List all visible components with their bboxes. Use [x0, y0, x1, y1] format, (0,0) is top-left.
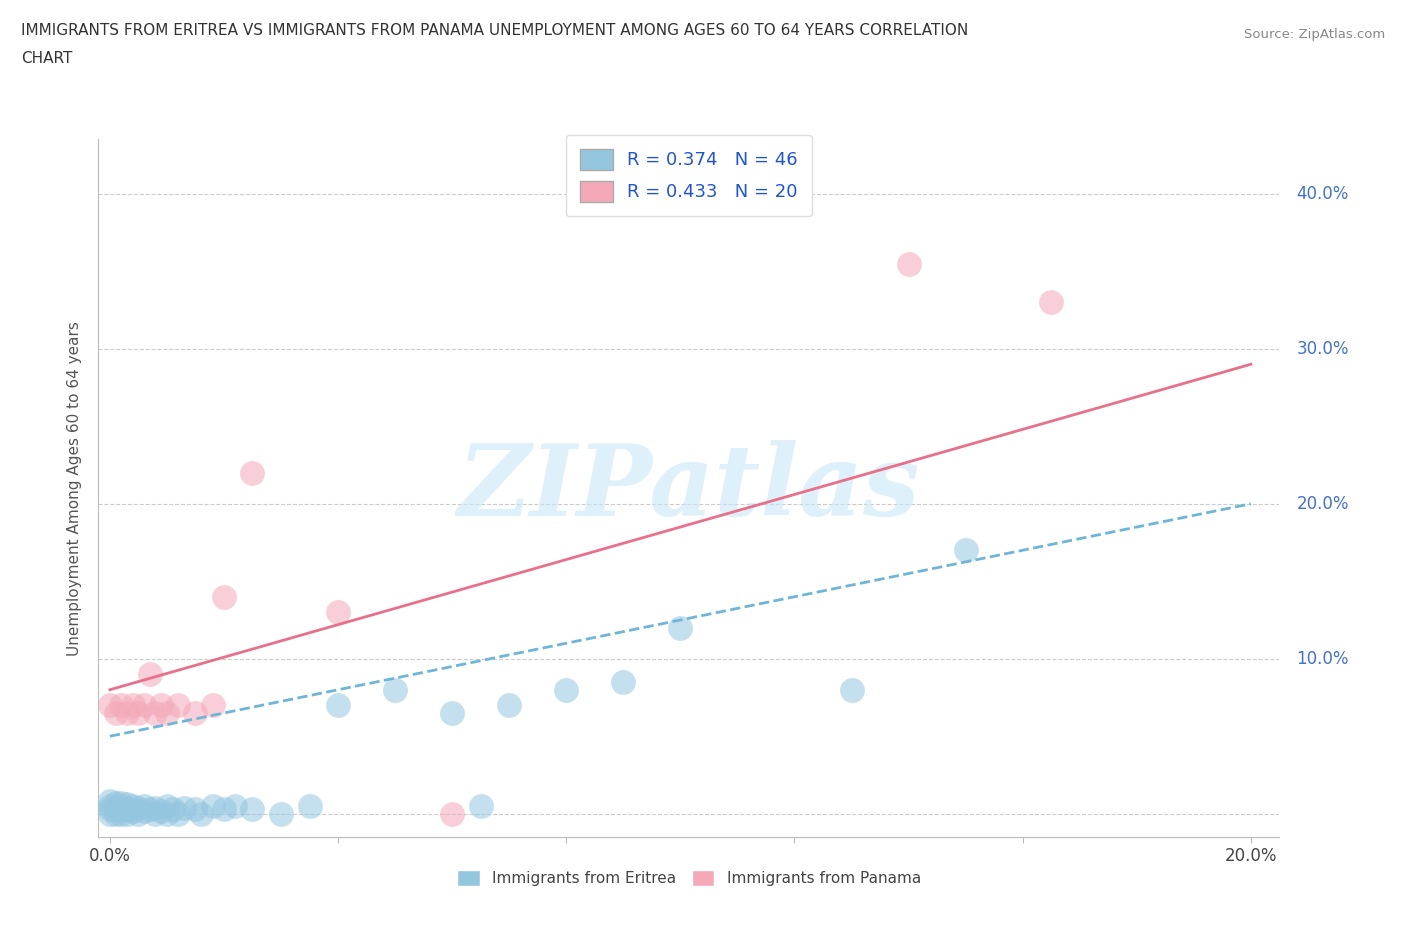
- Point: [897, 256, 920, 271]
- Point: [127, 806, 149, 821]
- Text: IMMIGRANTS FROM ERITREA VS IMMIGRANTS FROM PANAMA UNEMPLOYMENT AMONG AGES 60 TO : IMMIGRANTS FROM ERITREA VS IMMIGRANTS FR…: [21, 23, 969, 38]
- Point: [156, 799, 179, 814]
- Text: CHART: CHART: [21, 51, 73, 66]
- Point: [98, 799, 121, 814]
- Legend: Immigrants from Eritrea, Immigrants from Panama: Immigrants from Eritrea, Immigrants from…: [451, 864, 927, 892]
- Point: [441, 806, 464, 821]
- Point: [201, 799, 224, 814]
- Point: [145, 706, 167, 721]
- Point: [298, 799, 321, 814]
- Point: [326, 698, 349, 712]
- Point: [326, 604, 349, 619]
- Text: Source: ZipAtlas.com: Source: ZipAtlas.com: [1244, 28, 1385, 41]
- Point: [110, 698, 132, 712]
- Point: [115, 706, 138, 721]
- Point: [156, 806, 179, 821]
- Text: 30.0%: 30.0%: [1296, 339, 1350, 358]
- Point: [150, 698, 173, 712]
- Point: [104, 795, 127, 810]
- Point: [139, 802, 162, 817]
- Text: ZIPatlas: ZIPatlas: [458, 440, 920, 537]
- Point: [98, 802, 121, 817]
- Point: [162, 802, 184, 817]
- Point: [212, 590, 235, 604]
- Point: [156, 706, 179, 721]
- Point: [242, 465, 264, 480]
- Point: [132, 799, 155, 814]
- Text: 20.0%: 20.0%: [1296, 495, 1350, 512]
- Point: [470, 799, 492, 814]
- Point: [441, 706, 464, 721]
- Point: [555, 683, 578, 698]
- Point: [98, 806, 121, 821]
- Point: [150, 804, 173, 818]
- Point: [121, 799, 143, 814]
- Point: [104, 806, 127, 821]
- Point: [115, 806, 138, 821]
- Point: [270, 806, 292, 821]
- Point: [139, 667, 162, 682]
- Point: [104, 706, 127, 721]
- Point: [224, 799, 246, 814]
- Text: 40.0%: 40.0%: [1296, 185, 1348, 203]
- Point: [121, 804, 143, 818]
- Point: [115, 797, 138, 812]
- Point: [145, 806, 167, 821]
- Point: [498, 698, 520, 712]
- Text: 10.0%: 10.0%: [1296, 650, 1350, 668]
- Point: [212, 802, 235, 817]
- Point: [110, 800, 132, 815]
- Point: [132, 698, 155, 712]
- Point: [955, 543, 977, 558]
- Point: [98, 794, 121, 809]
- Point: [110, 806, 132, 821]
- Point: [167, 698, 190, 712]
- Point: [145, 800, 167, 815]
- Point: [242, 802, 264, 817]
- Point: [127, 800, 149, 815]
- Point: [841, 683, 863, 698]
- Point: [184, 802, 207, 817]
- Point: [115, 802, 138, 817]
- Point: [110, 795, 132, 810]
- Point: [201, 698, 224, 712]
- Point: [98, 698, 121, 712]
- Point: [190, 806, 212, 821]
- Point: [669, 620, 692, 635]
- Point: [167, 806, 190, 821]
- Point: [127, 706, 149, 721]
- Point: [132, 804, 155, 818]
- Point: [121, 698, 143, 712]
- Y-axis label: Unemployment Among Ages 60 to 64 years: Unemployment Among Ages 60 to 64 years: [67, 321, 83, 656]
- Point: [184, 706, 207, 721]
- Point: [173, 800, 195, 815]
- Point: [384, 683, 406, 698]
- Point: [612, 674, 634, 689]
- Point: [1040, 295, 1063, 310]
- Point: [104, 802, 127, 817]
